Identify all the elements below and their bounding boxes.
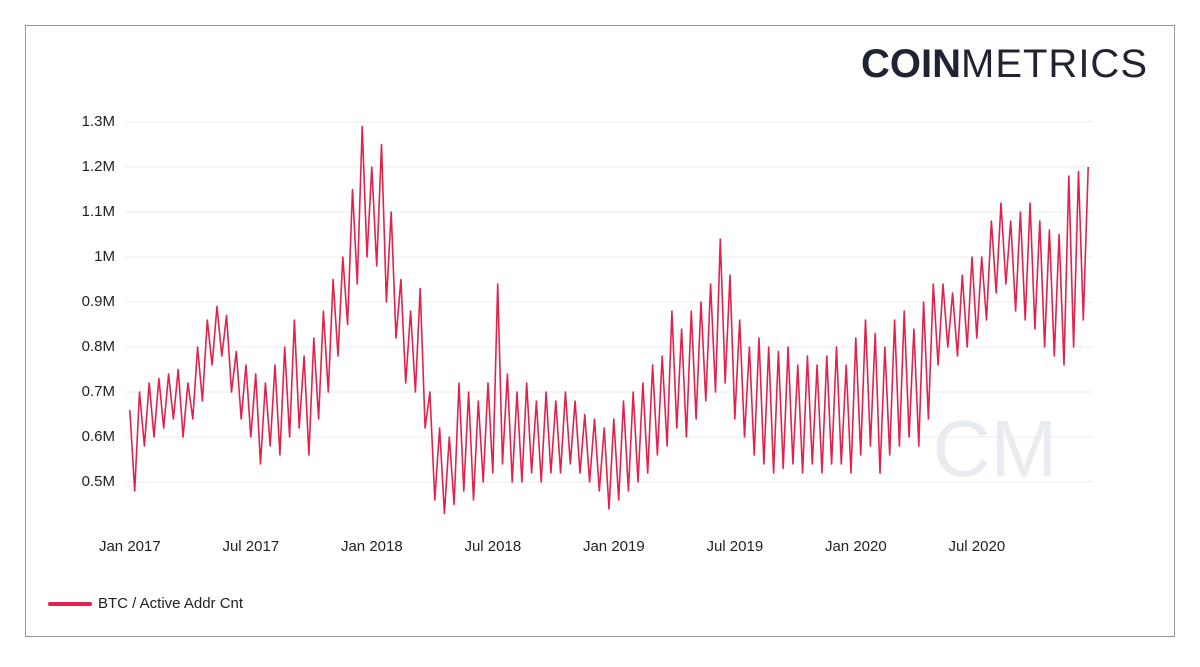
x-tick-label: Jan 2018 (341, 538, 403, 555)
x-tick-label: Jul 2019 (706, 538, 763, 555)
data-line (129, 125, 1089, 515)
logo: COINMETRICS (861, 42, 1148, 86)
x-tick-label: Jul 2017 (222, 538, 279, 555)
watermark: CM (933, 404, 1057, 493)
y-tick-label: 1.3M (82, 113, 115, 130)
logo-bold: COIN (861, 42, 961, 86)
y-tick-label: 0.8M (82, 338, 115, 355)
y-tick-label: 1.2M (82, 158, 115, 175)
logo-light: METRICS (961, 42, 1148, 86)
y-tick-label: 0.5M (82, 473, 115, 490)
x-tick-label: Jan 2020 (825, 538, 887, 555)
x-tick-label: Jan 2017 (99, 538, 161, 555)
plot: 0.5M 0.6M 0.7M 0.8M 0.9M 1M 1.1M 1.2M 1.3M Jan 20… (48, 113, 1093, 612)
x-tick-label: Jul 2018 (464, 538, 521, 555)
y-tick-label: 1.1M (82, 203, 115, 220)
x-tick-label: Jan 2019 (583, 538, 645, 555)
x-tick-label: Jul 2020 (948, 538, 1005, 555)
y-tick-label: 0.7M (82, 383, 115, 400)
legend-label: BTC / Active Addr Cnt (98, 595, 244, 612)
y-tick-label: 0.6M (82, 428, 115, 445)
y-tick-label: 1M (94, 248, 115, 265)
y-tick-label: 0.9M (82, 293, 115, 310)
frame (25, 25, 1175, 637)
